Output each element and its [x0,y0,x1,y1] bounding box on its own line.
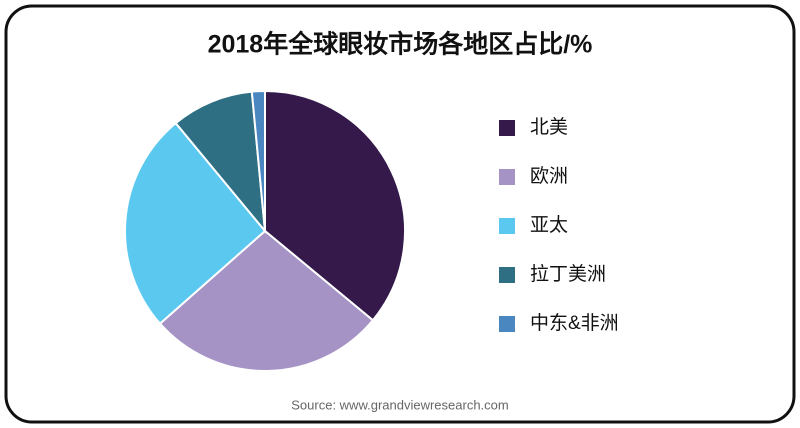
pie-slice [124,121,267,325]
pie-slice [264,89,406,322]
pie-slice [250,89,266,232]
legend-swatch [499,267,515,283]
legend-swatch [499,316,515,332]
pie-slice [174,90,267,235]
legend-swatch [499,120,515,136]
legend-swatch [499,169,515,185]
legend-label: 拉丁美洲 [530,263,606,285]
legend-swatch [499,218,515,234]
chart-title: 2018年全球眼妆市场各地区占比/% [208,30,593,59]
source: Source: www.grandviewresearch.com [291,397,508,412]
pie-slice [158,229,375,372]
legend-label: 北美 [530,116,568,138]
legend-label: 亚太 [530,214,568,236]
legend-label: 欧洲 [530,165,568,187]
legend-label: 中东&非洲 [530,312,619,334]
